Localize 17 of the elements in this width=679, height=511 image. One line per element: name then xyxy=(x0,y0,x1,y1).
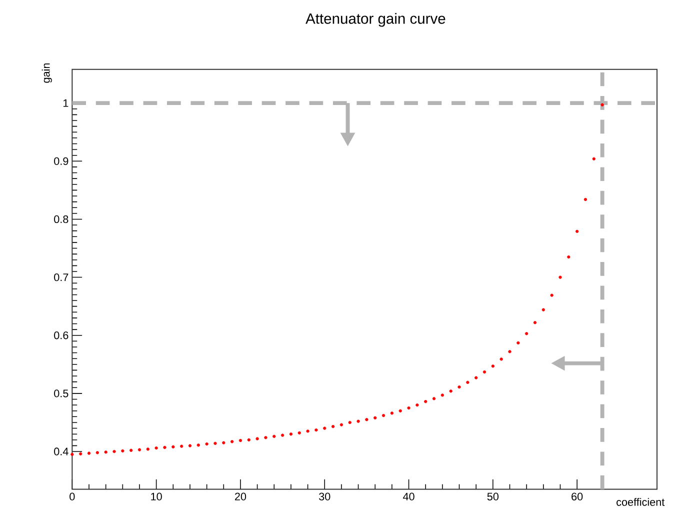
y-tick-label: 0.9 xyxy=(54,157,68,166)
y-tick-label: 0.7 xyxy=(54,274,68,282)
y-tick-label: 1 xyxy=(63,99,68,107)
y-tick-label: 0.8 xyxy=(54,216,68,224)
y-tick-label: 0.5 xyxy=(54,390,68,398)
y-tick-label: 0.4 xyxy=(54,448,68,456)
y-axis-title: gain xyxy=(42,64,52,83)
x-tick-label: 40 xyxy=(402,492,414,501)
x-tick-label: 0 xyxy=(70,492,75,501)
x-tick-label: 30 xyxy=(319,492,330,501)
x-tick-label: 50 xyxy=(487,492,499,501)
y-tick-label: 0.6 xyxy=(54,332,68,340)
x-axis-title: coefficient xyxy=(616,498,665,506)
x-tick-label: 10 xyxy=(151,492,162,501)
chart-title: Attenuator gain curve xyxy=(306,13,446,27)
x-tick-label: 20 xyxy=(234,492,246,501)
x-tick-label: 60 xyxy=(572,492,583,501)
